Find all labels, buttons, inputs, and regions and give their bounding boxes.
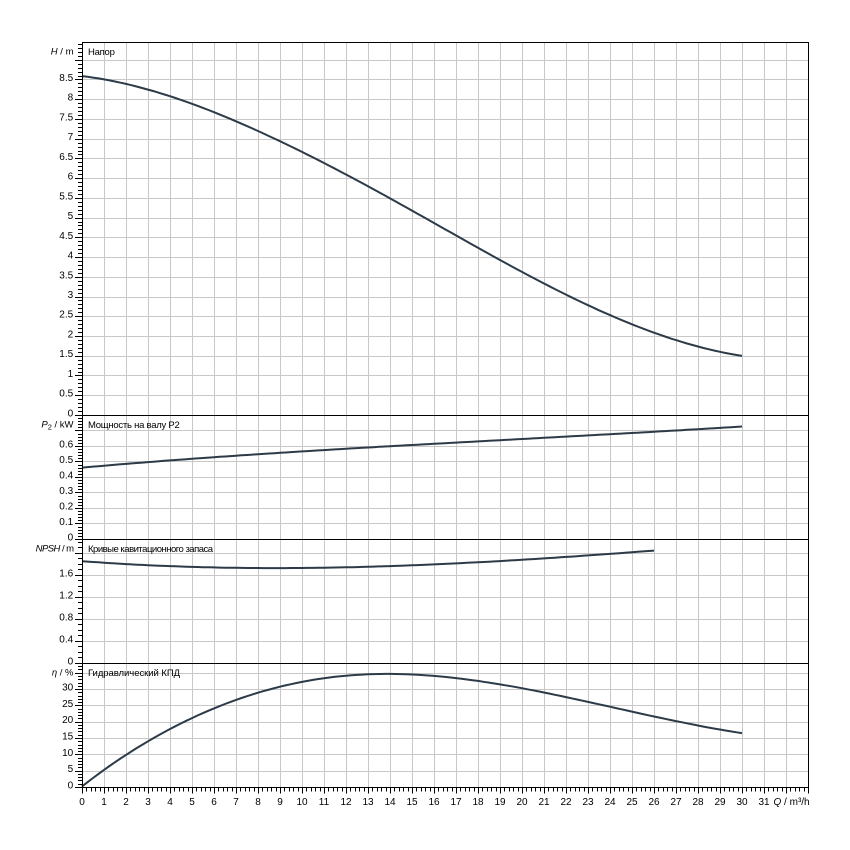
svg-text:Напор: Напор xyxy=(88,47,115,58)
svg-text:7.5: 7.5 xyxy=(59,112,73,123)
svg-text:13: 13 xyxy=(362,797,374,808)
svg-text:Q / m³/h: Q / m³/h xyxy=(774,797,810,808)
svg-text:9: 9 xyxy=(277,797,283,808)
svg-text:0: 0 xyxy=(68,408,74,419)
svg-text:12: 12 xyxy=(340,797,352,808)
svg-text:η / %: η / % xyxy=(52,667,74,678)
svg-text:5.5: 5.5 xyxy=(59,191,73,202)
svg-text:19: 19 xyxy=(494,797,506,808)
svg-text:4: 4 xyxy=(167,797,173,808)
svg-text:15: 15 xyxy=(62,732,74,743)
svg-text:14: 14 xyxy=(384,797,396,808)
svg-text:0.4: 0.4 xyxy=(59,634,73,645)
svg-text:26: 26 xyxy=(648,797,660,808)
svg-text:8: 8 xyxy=(68,93,74,104)
svg-text:NPSH / m: NPSH / m xyxy=(36,543,74,554)
svg-text:2: 2 xyxy=(68,330,74,341)
svg-text:8: 8 xyxy=(255,797,261,808)
svg-text:4.5: 4.5 xyxy=(59,231,73,242)
svg-text:10: 10 xyxy=(62,748,74,759)
svg-text:24: 24 xyxy=(604,797,616,808)
svg-text:0.1: 0.1 xyxy=(59,517,73,528)
svg-text:1.6: 1.6 xyxy=(59,568,73,579)
svg-text:10: 10 xyxy=(296,797,308,808)
svg-text:1.5: 1.5 xyxy=(59,349,73,360)
svg-text:22: 22 xyxy=(560,797,572,808)
svg-text:5: 5 xyxy=(68,764,74,775)
svg-text:0: 0 xyxy=(79,797,85,808)
svg-text:15: 15 xyxy=(406,797,418,808)
svg-text:1: 1 xyxy=(101,797,107,808)
svg-text:30: 30 xyxy=(62,683,74,694)
svg-text:7: 7 xyxy=(68,132,74,143)
svg-text:5: 5 xyxy=(189,797,195,808)
svg-text:20: 20 xyxy=(516,797,528,808)
svg-text:0.6: 0.6 xyxy=(59,439,73,450)
svg-text:4: 4 xyxy=(68,251,74,262)
svg-text:25: 25 xyxy=(626,797,638,808)
svg-text:29: 29 xyxy=(714,797,726,808)
svg-text:18: 18 xyxy=(472,797,484,808)
svg-text:6.5: 6.5 xyxy=(59,152,73,163)
svg-text:0.5: 0.5 xyxy=(59,389,73,400)
svg-text:20: 20 xyxy=(62,715,74,726)
svg-text:0.2: 0.2 xyxy=(59,501,73,512)
svg-text:H / m: H / m xyxy=(51,46,74,57)
svg-text:6: 6 xyxy=(211,797,217,808)
svg-text:21: 21 xyxy=(538,797,550,808)
svg-text:17: 17 xyxy=(450,797,462,808)
svg-text:P2 / kW: P2 / kW xyxy=(41,419,73,431)
svg-text:0.8: 0.8 xyxy=(59,612,73,623)
svg-text:3.5: 3.5 xyxy=(59,270,73,281)
svg-text:25: 25 xyxy=(62,699,74,710)
svg-text:8.5: 8.5 xyxy=(59,73,73,84)
svg-text:0.4: 0.4 xyxy=(59,470,73,481)
svg-text:23: 23 xyxy=(582,797,594,808)
svg-text:3: 3 xyxy=(145,797,151,808)
svg-text:2.5: 2.5 xyxy=(59,310,73,321)
svg-text:1: 1 xyxy=(68,369,74,380)
svg-text:6: 6 xyxy=(68,172,74,183)
svg-text:11: 11 xyxy=(319,797,330,808)
svg-text:3: 3 xyxy=(68,290,74,301)
svg-text:1.2: 1.2 xyxy=(59,590,73,601)
svg-text:Мощность на валу P2: Мощность на валу P2 xyxy=(88,420,180,431)
svg-text:0.5: 0.5 xyxy=(59,455,73,466)
svg-text:27: 27 xyxy=(670,797,682,808)
svg-text:2: 2 xyxy=(123,797,129,808)
svg-text:30: 30 xyxy=(736,797,748,808)
svg-text:7: 7 xyxy=(233,797,239,808)
svg-text:0: 0 xyxy=(68,532,74,543)
svg-text:31: 31 xyxy=(758,797,770,808)
svg-text:5: 5 xyxy=(68,211,74,222)
svg-text:0: 0 xyxy=(68,780,74,791)
svg-text:16: 16 xyxy=(428,797,440,808)
svg-text:28: 28 xyxy=(692,797,704,808)
svg-text:Кривые кавитационного запаса: Кривые кавитационного запаса xyxy=(88,544,214,555)
svg-text:Гидравлический КПД: Гидравлический КПД xyxy=(88,668,181,679)
svg-text:0: 0 xyxy=(68,656,74,667)
svg-text:0.3: 0.3 xyxy=(59,486,73,497)
